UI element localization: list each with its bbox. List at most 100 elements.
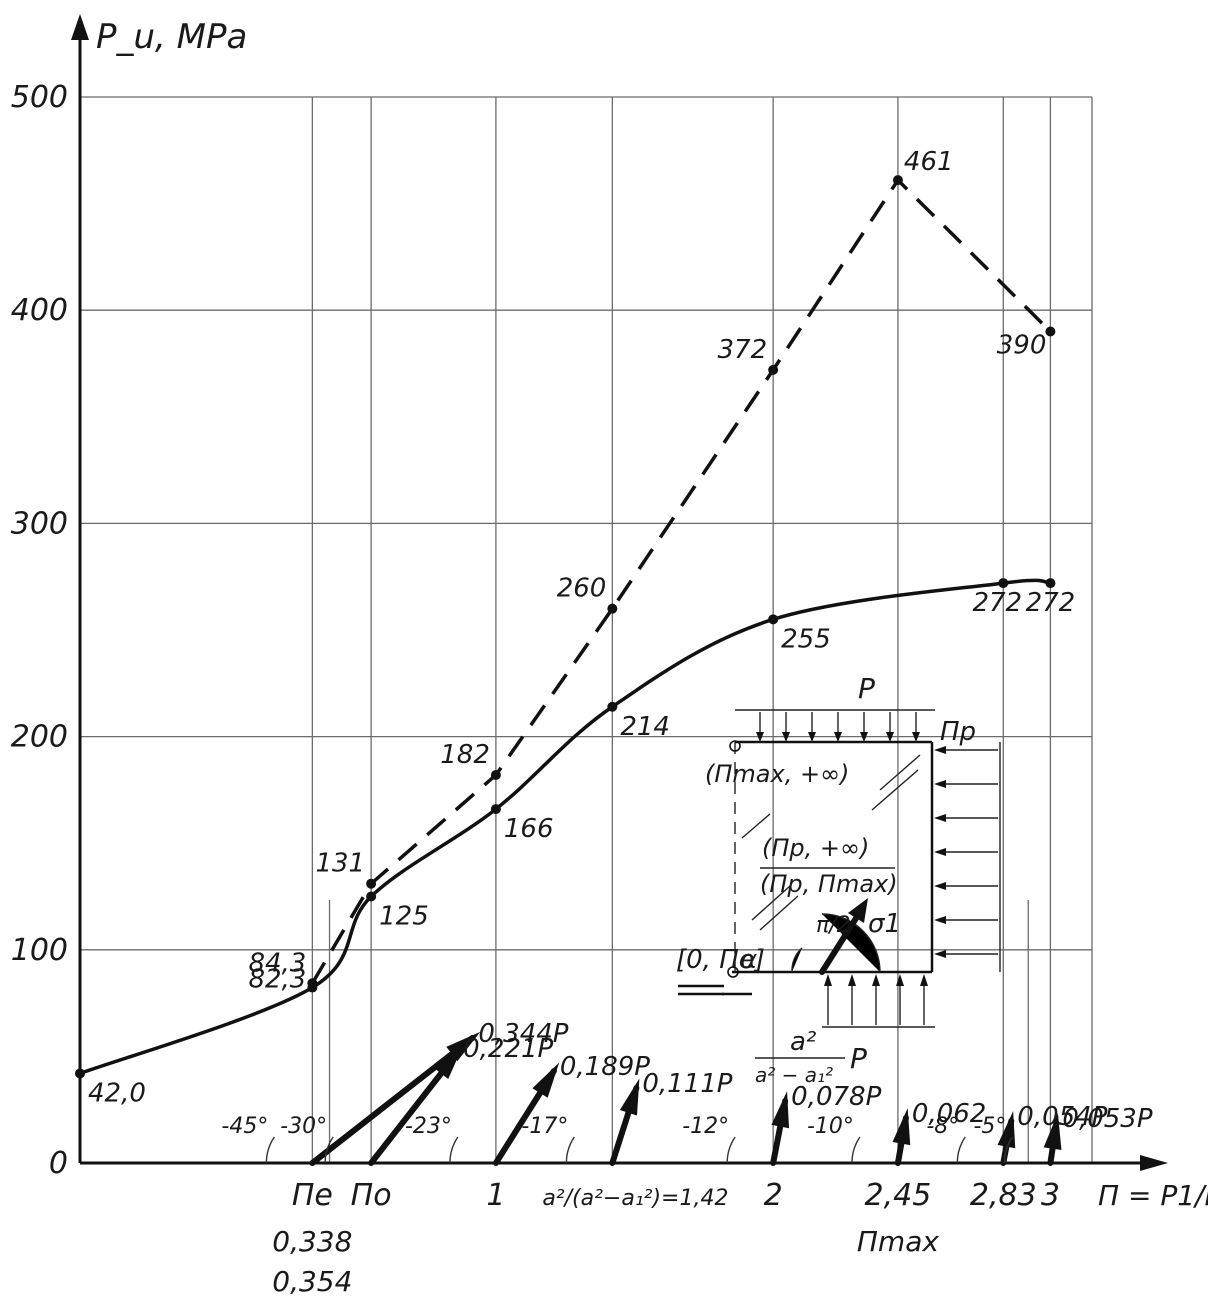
force-vectors: 0,344P -45° 0,221P -30° 0,189P -23° 0,111P -17°… xyxy=(221,1019,1153,1166)
y-tick-label: 300 xyxy=(11,506,68,541)
half-pi-arc xyxy=(821,913,881,973)
inset-bottom-load-var: P xyxy=(850,1042,867,1075)
force-vector-label: 0,221P xyxy=(463,1034,553,1064)
force-vector-label: 0,078P xyxy=(791,1082,881,1112)
x-tick-label: 2 xyxy=(764,1178,783,1213)
x-tick-label: 2,83 xyxy=(970,1178,1037,1213)
dashed-point xyxy=(1045,326,1056,337)
dashed-point xyxy=(366,878,377,889)
dashed-point-label: 182 xyxy=(440,740,490,770)
force-vector-shaft xyxy=(309,1035,476,1166)
bottom-load-arrow-head-icon xyxy=(824,974,832,986)
force-vector-head-icon xyxy=(434,1045,464,1080)
force-vector-label: 0,344P xyxy=(478,1019,568,1049)
force-vector-head-icon xyxy=(619,1078,640,1116)
solid-point-label: 166 xyxy=(504,814,554,844)
y-axis-arrow-icon xyxy=(71,14,89,40)
side-load-arrow-head-icon xyxy=(934,814,946,822)
angle-label: -12° xyxy=(682,1114,729,1139)
angle-arc xyxy=(324,1136,334,1164)
solid-point-label: 42,0 xyxy=(88,1078,146,1108)
sigma-vector-shaft xyxy=(819,909,863,975)
angle-arc xyxy=(851,1136,861,1164)
angle-arc xyxy=(1003,1136,1013,1164)
side-load-arrow-head-icon xyxy=(934,746,946,754)
angle-arc xyxy=(956,1136,966,1164)
solid-point-label: 255 xyxy=(781,624,831,654)
angle-arc xyxy=(265,1136,275,1164)
y-tick-label: 200 xyxy=(11,720,68,755)
hatch-4 xyxy=(751,885,791,921)
angle-label: -30° xyxy=(280,1114,327,1139)
solid-point-label: 214 xyxy=(620,712,670,742)
angle-label: -10° xyxy=(807,1114,854,1139)
force-vector-label: 0,053P xyxy=(1062,1104,1152,1134)
y-axis-label: P_u, MPa xyxy=(96,17,247,57)
solid-point xyxy=(768,614,779,625)
side-load-arrow-head-icon xyxy=(934,950,946,958)
inset-bottom-load-num: a² xyxy=(790,1027,816,1057)
force-vector-label: 0,111P xyxy=(642,1069,732,1099)
y-tick-label: 500 xyxy=(11,80,68,115)
dashed-point xyxy=(768,364,779,375)
x-sub-label: 0,338 xyxy=(272,1225,352,1258)
solid-point xyxy=(490,804,501,815)
inset-alpha: α xyxy=(740,945,757,975)
series xyxy=(75,175,1056,1079)
angle-label: -45° xyxy=(221,1114,268,1139)
bottom-left-hinge-icon xyxy=(727,966,739,978)
bottom-load-arrow-head-icon xyxy=(848,974,856,986)
x-tick-label: Пе xyxy=(292,1178,333,1213)
solid-point-label: 272 xyxy=(1026,588,1076,618)
top-load-arrow-head-icon xyxy=(782,732,790,742)
x-sub-label: 0,354 xyxy=(272,1265,352,1298)
stress-inset-diagram: P Пp (Пmax, +∞) (Пp, +∞) (Пp, Пmax) [0, … xyxy=(676,672,1001,1087)
x-tick-label: a²/(a²−a₁²)=1,42 xyxy=(542,1186,728,1211)
angle-label: -17° xyxy=(521,1114,568,1139)
force-vector-label: 0,062 xyxy=(912,1099,986,1129)
bottom-load-arrow-head-icon xyxy=(896,974,904,986)
x-tick-label: 1 xyxy=(486,1178,505,1213)
side-load-arrow-head-icon xyxy=(934,916,946,924)
side-load-arrow-head-icon xyxy=(934,882,946,890)
bottom-load-arrows xyxy=(824,974,928,1025)
top-load-arrows xyxy=(756,712,920,742)
side-load-arrow-head-icon xyxy=(934,780,946,788)
angle-arc xyxy=(449,1136,459,1164)
solid-point-label: 82,3 xyxy=(248,965,306,995)
dashed-point xyxy=(607,603,618,614)
force-vector-head-icon xyxy=(1043,1113,1062,1151)
top-load-arrow-head-icon xyxy=(808,732,816,742)
solid-point xyxy=(607,701,618,712)
inset-bottom-load-den: a² − a₁² xyxy=(755,1063,833,1087)
dashed-point-label: 131 xyxy=(315,849,365,879)
y-tick-labels: 0 100 200 300 400 500 xyxy=(11,80,68,1181)
bottom-load-arrow-head-icon xyxy=(872,974,880,986)
x-tick-label: 2,45 xyxy=(865,1178,932,1213)
inset-half-pi: π/2 xyxy=(816,913,851,938)
x-axis-arrow-icon xyxy=(1140,1155,1168,1171)
x-axis-label: П = P1/P xyxy=(1098,1179,1208,1212)
dashed-point-label: 461 xyxy=(904,147,954,177)
angle-label: -23° xyxy=(405,1114,452,1139)
solid-point xyxy=(998,578,1009,589)
force-vector-label: 0,189P xyxy=(560,1052,650,1082)
angle-label: -8° xyxy=(926,1114,959,1139)
alpha-arc xyxy=(791,947,803,973)
top-load-arrow-head-icon xyxy=(886,732,894,742)
solid-point-label: 272 xyxy=(972,588,1022,618)
hatch-3 xyxy=(741,813,771,839)
side-load-arrow-head-icon xyxy=(934,848,946,856)
top-load-arrow-head-icon xyxy=(756,732,764,742)
top-left-hinge-icon xyxy=(729,740,741,752)
x-tick-label: По xyxy=(351,1178,392,1213)
solid-point-label: 125 xyxy=(379,902,429,932)
angle-arc xyxy=(726,1136,736,1164)
inset-region-mid-top: (Пp, +∞) xyxy=(762,834,869,862)
hatch-5 xyxy=(759,895,799,931)
inset-sigma: σ1 xyxy=(868,909,901,939)
solid-point xyxy=(1045,578,1056,589)
inset-region-low: [0, Пe] xyxy=(676,945,765,975)
dashed-point-label: 260 xyxy=(557,574,607,604)
